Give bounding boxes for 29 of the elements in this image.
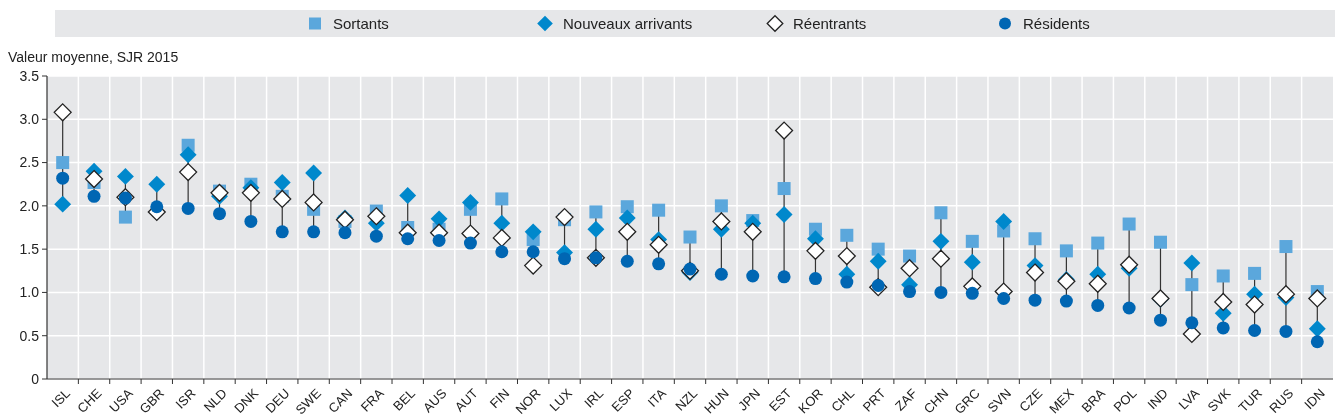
y-tick-label: 3.0: [19, 111, 40, 128]
y-tick-label: 3.5: [19, 67, 40, 84]
x-tick-label: ISR: [172, 385, 199, 412]
legend-label: Sortants: [333, 14, 389, 32]
x-tick-label: ISL: [48, 385, 74, 411]
y-tick-label: 1.0: [19, 284, 40, 301]
x-tick-label: CHL: [828, 385, 858, 415]
x-tick-label: ITA: [644, 385, 670, 410]
y-tick-label: 0: [31, 370, 40, 387]
y-tick-label: 0.5: [19, 327, 40, 344]
x-tick-label: FIN: [486, 385, 513, 412]
y-tick-label: 2.0: [19, 197, 40, 214]
legend-label: Réentrants: [793, 14, 867, 32]
x-tick-label: POL: [1110, 385, 1140, 415]
x-tick-label: BEL: [390, 385, 419, 414]
x-tick-label: LVA: [1175, 385, 1203, 413]
x-tick-label: NZL: [672, 385, 701, 414]
x-tick-label: NLD: [200, 385, 230, 415]
x-tick-label: IDN: [1301, 385, 1328, 413]
legend-label: Résidents: [1023, 14, 1090, 32]
legend-label: Nouveaux arrivants: [563, 14, 693, 32]
x-tick-label: FRA: [357, 385, 387, 415]
x-tick-label: USA: [106, 385, 136, 416]
x-tick-label: IND: [1144, 385, 1171, 413]
y-tick-label: 1.5: [19, 241, 40, 258]
y-axis-title: Valeur moyenne, SJR 2015: [8, 49, 179, 65]
x-tick-label: TUR: [1235, 385, 1265, 416]
x-tick-label: IRL: [581, 385, 607, 411]
y-tick-label: 2.5: [19, 154, 40, 171]
